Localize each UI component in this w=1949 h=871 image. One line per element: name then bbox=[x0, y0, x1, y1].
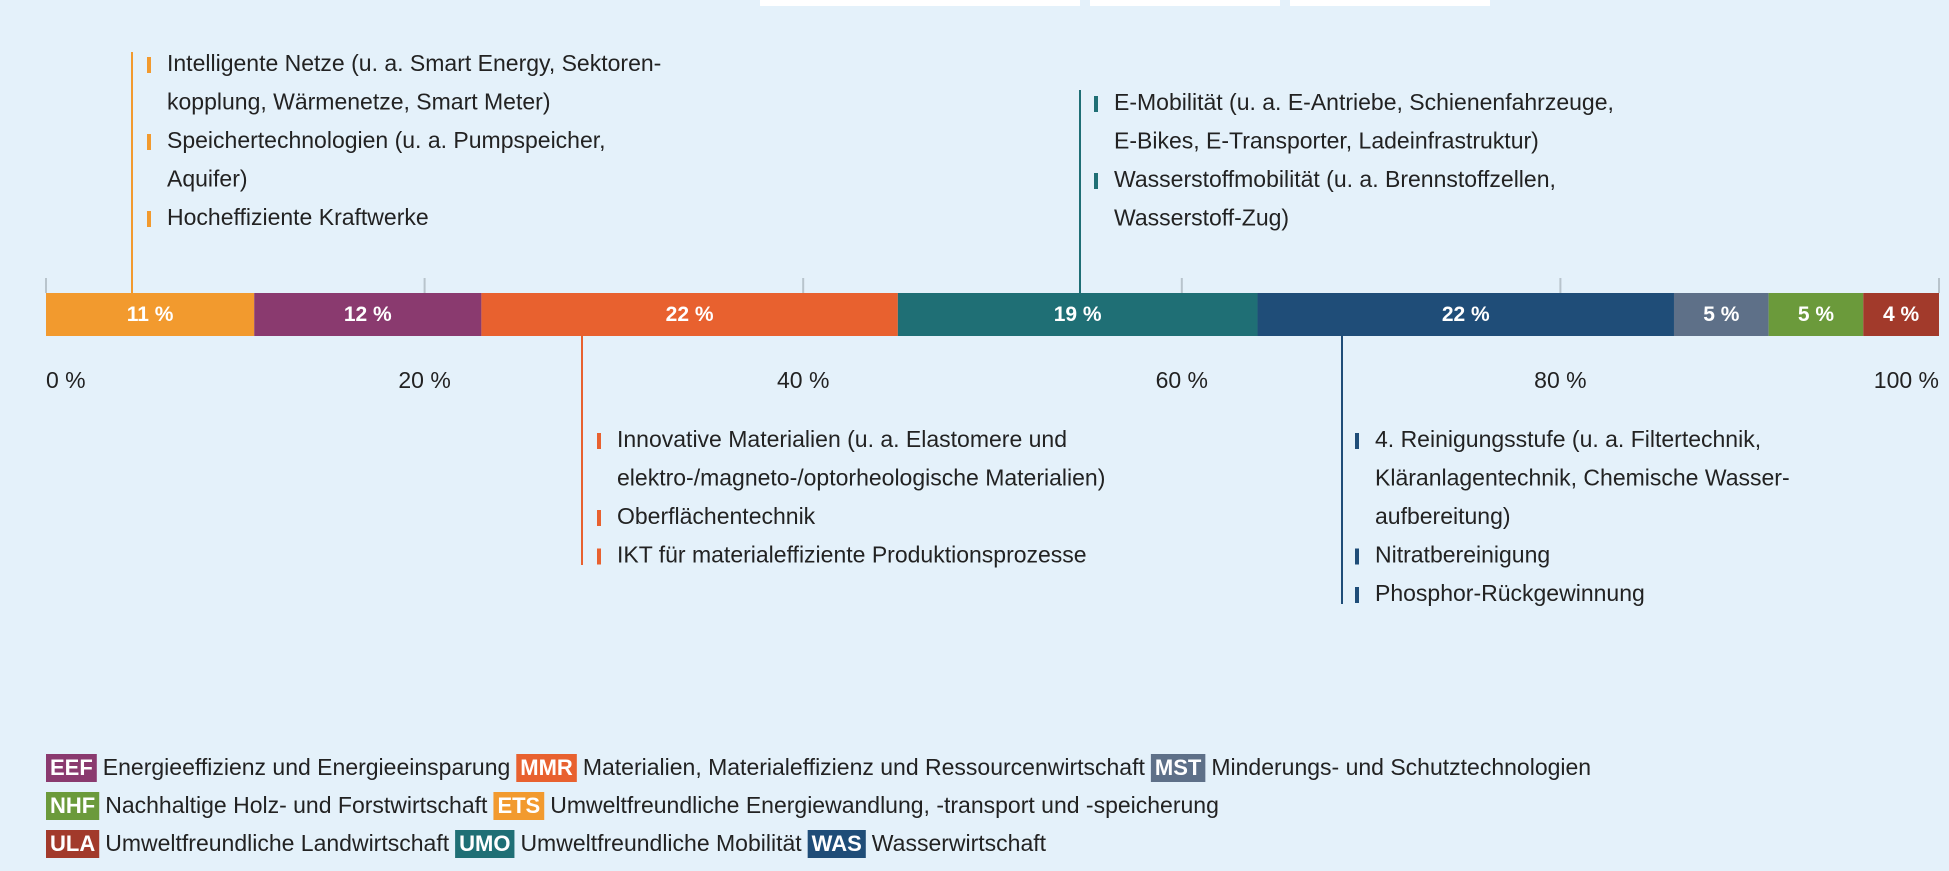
value-label: 22 % bbox=[666, 303, 714, 326]
legend-badge bbox=[46, 754, 97, 782]
bar-segment bbox=[1863, 293, 1939, 336]
annotation-text: kopplung, Wärmenetze, Smart Meter) bbox=[167, 89, 550, 115]
annotation-text: Aquifer) bbox=[167, 166, 248, 192]
bullet bbox=[147, 134, 151, 150]
legend-label: Umweltfreundliche Landwirtschaft bbox=[105, 830, 449, 856]
top-tab bbox=[760, 0, 1080, 6]
legend-label: Umweltfreundliche Mobilität bbox=[520, 830, 802, 856]
bullet bbox=[1355, 433, 1359, 449]
legend-badge bbox=[455, 830, 515, 858]
bar-segment bbox=[1673, 293, 1769, 336]
annotation-text: Hocheffiziente Kraftwerke bbox=[167, 204, 429, 230]
legend-badge bbox=[807, 830, 866, 858]
annotation-text: elektro-/magneto-/optorheologische Mater… bbox=[617, 465, 1105, 491]
annotation-text: Nitratbereinigung bbox=[1375, 542, 1550, 568]
legend-badge bbox=[516, 754, 577, 782]
annotation-text: Speichertechnologien (u. a. Pumpspeicher… bbox=[167, 127, 606, 153]
bar-segment bbox=[254, 293, 482, 336]
legend-badge bbox=[46, 830, 100, 858]
legend-label: Nachhaltige Holz- und Forstwirtschaft bbox=[105, 792, 488, 818]
bullet bbox=[147, 211, 151, 227]
annotation-text: IKT für materialeffiziente Produktionspr… bbox=[617, 542, 1087, 568]
annotation-text: Wasserstoffmobilität (u. a. Brennstoffze… bbox=[1114, 166, 1556, 192]
top-tab bbox=[1290, 0, 1490, 6]
bullet bbox=[597, 433, 601, 449]
annotation-text: Kläranlagentechnik, Chemische Wasser- bbox=[1375, 465, 1790, 491]
x-tick-label: 80 % bbox=[1534, 367, 1586, 393]
x-tick-label: 20 % bbox=[398, 367, 450, 393]
annotation-text: Intelligente Netze (u. a. Smart Energy, … bbox=[167, 50, 661, 76]
x-tick-label: 100 % bbox=[1874, 367, 1939, 393]
legend-abbr: ETS bbox=[497, 793, 540, 818]
bullet bbox=[597, 548, 601, 565]
bar-segment bbox=[1768, 293, 1864, 336]
value-label: 22 % bbox=[1442, 303, 1490, 326]
bar-segment bbox=[481, 293, 898, 336]
value-label: 11 % bbox=[127, 303, 174, 326]
bar-segment bbox=[46, 293, 255, 336]
value-label: 4 % bbox=[1883, 303, 1920, 326]
value-label: 19 % bbox=[1054, 303, 1102, 326]
x-tick-label: 40 % bbox=[777, 367, 829, 393]
legend-abbr: UMO bbox=[459, 831, 510, 856]
annotation-text: Phosphor-Rückgewinnung bbox=[1375, 580, 1645, 606]
legend-badge bbox=[46, 792, 100, 820]
x-tick-label: 60 % bbox=[1156, 367, 1208, 393]
annotation-text: E-Bikes, E-Transporter, Ladeinfrastruktu… bbox=[1114, 128, 1539, 154]
bullet bbox=[1355, 548, 1359, 565]
annotation-text: E-Mobilität (u. a. E-Antriebe, Schienenf… bbox=[1114, 89, 1614, 115]
legend-abbr: WAS bbox=[812, 831, 862, 856]
value-label: 12 % bbox=[344, 303, 392, 326]
legend-abbr: NHF bbox=[50, 793, 95, 818]
bullet bbox=[1094, 173, 1098, 189]
annotation-text: 4. Reinigungsstufe (u. a. Filtertechnik, bbox=[1375, 426, 1761, 452]
annotation-text: Innovative Materialien (u. a. Elastomere… bbox=[617, 426, 1067, 452]
legend-badge bbox=[1150, 754, 1206, 782]
legend-abbr: MMR bbox=[520, 755, 573, 780]
legend-badge bbox=[493, 792, 545, 820]
bullet bbox=[1094, 96, 1098, 112]
x-tick-label: 0 % bbox=[46, 367, 86, 393]
legend-label: Energieeffizienz und Energieeinsparung bbox=[103, 754, 510, 780]
annotation-text: Wasserstoff-Zug) bbox=[1114, 205, 1289, 231]
top-tab bbox=[1090, 0, 1280, 6]
legend-label: Minderungs- und Schutztechnologien bbox=[1211, 754, 1591, 780]
annotation-text: Oberflächentechnik bbox=[617, 503, 816, 529]
bullet bbox=[147, 57, 151, 73]
value-label: 5 % bbox=[1703, 303, 1740, 326]
legend-abbr: ULA bbox=[50, 831, 95, 856]
legend-label: Wasserwirtschaft bbox=[872, 830, 1047, 856]
legend-label: Umweltfreundliche Energiewandlung, -tran… bbox=[550, 792, 1219, 818]
bullet bbox=[1355, 587, 1359, 603]
legend-abbr: MST bbox=[1155, 755, 1202, 780]
legend-abbr: EEF bbox=[50, 755, 93, 780]
bar-segment bbox=[1257, 293, 1674, 336]
bullet bbox=[597, 510, 601, 526]
bar-segment bbox=[897, 293, 1258, 336]
annotation-text: aufbereitung) bbox=[1375, 503, 1511, 529]
value-label: 5 % bbox=[1798, 303, 1835, 326]
legend-label: Materialien, Materialeffizienz und Resso… bbox=[583, 754, 1146, 780]
